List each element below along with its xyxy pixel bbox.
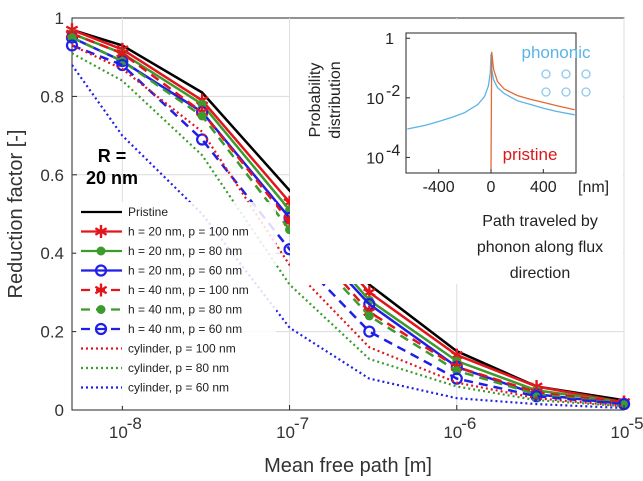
legend-label-cylinder-p-80-nm: cylinder, p = 80 nm <box>128 361 229 375</box>
inset-x-title-line1: Path traveled by <box>482 213 598 230</box>
series-line-h-40-nm-p-60-nm <box>71 44 625 406</box>
x-tick-label: 10 <box>109 423 128 442</box>
inset-x-tick-label: 400 <box>530 179 557 196</box>
data-point-h-40-nm-p-60-nm <box>363 325 376 338</box>
legend: Pristine h = 20 nm, p = 100 nm h = 20 nm, … <box>76 202 276 406</box>
inset-series-line-pristine <box>490 51 575 170</box>
legend-label-h-40-nm-p-100-nm: h = 40 nm, p = 100 nm <box>128 283 249 297</box>
inset-label-pristine: pristine <box>503 145 558 164</box>
legend-label-pristine: Pristine <box>128 205 168 219</box>
x-tick-label: 10 <box>443 423 462 442</box>
y-tick-label: 0.4 <box>40 244 64 263</box>
legend-marker-h-40-nm-p-100-nm <box>94 283 108 297</box>
x-tick-exponent: -6 <box>461 414 476 433</box>
radius-annotation: R = 20 nm <box>86 146 138 188</box>
series-line-cylinder-p-80-nm <box>71 52 625 408</box>
y-tick-label: 0 <box>55 401 64 420</box>
inset-y-tick-exponent: -4 <box>386 142 400 159</box>
inset-x-title-line2: phonon along flux <box>477 239 603 256</box>
inset-series-layer <box>407 51 575 170</box>
x-tick-exponent: -8 <box>127 414 142 433</box>
legend-box <box>76 202 276 406</box>
y-tick-label: 0.6 <box>40 166 64 185</box>
y-tick-label: 1 <box>55 9 64 28</box>
inset-x-unit: [nm] <box>578 179 609 196</box>
legend-label-h-20-nm-p-100-nm: h = 20 nm, p = 100 nm <box>128 225 249 239</box>
legend-marker-h-40-nm-p-60-nm <box>94 322 108 336</box>
inset-y-tick-label: 10 <box>366 91 384 108</box>
hole-array-icon <box>541 69 591 97</box>
legend-marker-h-40-nm-p-80-nm <box>96 305 106 314</box>
data-point-h-40-nm-p-80-nm <box>364 311 374 321</box>
radius-annotation-line1: R = <box>98 146 127 166</box>
axis-ticks: 10-8 10-7 10-6 10-500.20.40.60.81 <box>40 9 643 442</box>
series-line-cylinder-p-60-nm <box>71 64 625 410</box>
x-axis-title: Mean free path [m] <box>264 455 432 477</box>
legend-label-h-20-nm-p-80-nm: h = 20 nm, p = 80 nm <box>128 244 242 258</box>
y-tick-label: 0.2 <box>40 323 64 342</box>
legend-marker-h-20-nm-p-100-nm <box>94 225 108 238</box>
legend-marker-h-20-nm-p-60-nm <box>94 264 108 277</box>
inset-x-tick-label: 0 <box>487 179 496 196</box>
x-tick-label: 10 <box>611 423 630 442</box>
x-tick-exponent: -7 <box>294 414 309 433</box>
legend-label-h-40-nm-p-80-nm: h = 40 nm, p = 80 nm <box>128 303 242 317</box>
legend-label-h-20-nm-p-60-nm: h = 20 nm, p = 60 nm <box>128 264 242 278</box>
inset-x-title-line3: direction <box>510 265 570 282</box>
inset-y-title-line2: distribution <box>327 61 344 138</box>
legend-label-h-40-nm-p-60-nm: h = 40 nm, p = 60 nm <box>128 322 242 336</box>
x-tick-exponent: -5 <box>628 414 643 433</box>
y-axis-title: Reduction factor [-] <box>5 130 27 299</box>
data-point-h-40-nm-p-80-nm <box>619 399 629 409</box>
inset-y-tick-exponent: -2 <box>386 83 400 100</box>
legend-label-cylinder-p-60-nm: cylinder, p = 60 nm <box>128 381 229 395</box>
x-tick-label: 10 <box>276 423 295 442</box>
inset-series-line-phononic <box>407 53 575 130</box>
legend-marker-h-20-nm-p-80-nm <box>96 246 106 256</box>
inset-y-title-line1: Probability <box>307 63 324 138</box>
y-tick-label: 0.8 <box>40 87 64 106</box>
inset-label-phononic: phononic <box>521 43 591 62</box>
data-point-h-40-nm-p-80-nm <box>197 111 207 121</box>
inset-y-tick-label: 10 <box>366 150 384 167</box>
inset-y-tick-label: 1 <box>385 31 394 48</box>
legend-label-cylinder-p-100-nm: cylinder, p = 100 nm <box>128 342 236 356</box>
series-line-h-40-nm-p-80-nm <box>71 36 625 406</box>
radius-annotation-line2: 20 nm <box>86 168 138 188</box>
data-point-h-40-nm-p-60-nm <box>65 39 79 52</box>
inset-x-tick-label: -400 <box>423 179 455 196</box>
